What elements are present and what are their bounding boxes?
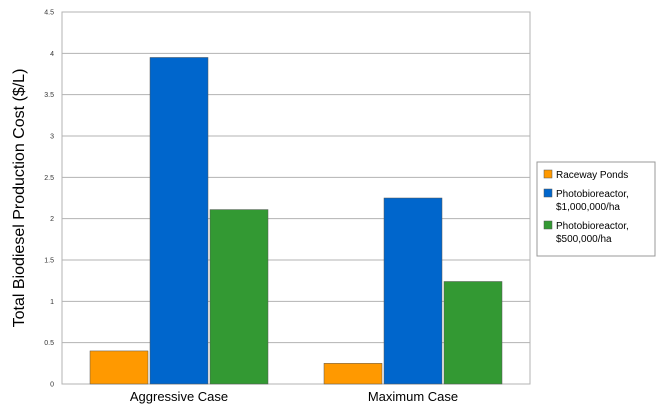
legend-swatch: [543, 169, 553, 179]
bar: [443, 281, 503, 385]
legend-label: $500,000/ha: [556, 234, 612, 245]
y-tick-label: 1.5: [44, 258, 54, 265]
legend-label: $1,000,000/ha: [556, 202, 620, 213]
y-tick-label: 1: [50, 299, 54, 306]
x-axis-categories: Aggressive Case Maximum Case: [130, 389, 458, 404]
legend-label: Photobioreactor,: [556, 189, 629, 200]
bars: [89, 57, 503, 385]
bar: [149, 57, 209, 385]
bar: [89, 350, 149, 385]
y-tick-label: 2.5: [44, 175, 54, 182]
legend-swatch: [543, 188, 553, 198]
y-axis-ticks: 0 0.5 1 1.5 2 2.5 3 3.5 4 4.5: [44, 10, 54, 389]
y-tick-label: 3.5: [44, 92, 54, 99]
y-tick-label: 2: [50, 216, 54, 223]
legend: Raceway Ponds Photobioreactor, $1,000,000/…: [536, 161, 656, 257]
legend-label: Photobioreactor,: [556, 221, 629, 232]
x-category-label: Maximum Case: [368, 389, 458, 404]
y-tick-label: 0: [50, 382, 54, 389]
y-tick-label: 4: [50, 51, 54, 58]
legend-box: [536, 161, 656, 257]
y-tick-label: 4.5: [44, 10, 54, 17]
legend-items: Raceway Ponds Photobioreactor, $1,000,000/…: [543, 169, 629, 245]
y-tick-label: 0.5: [44, 340, 54, 347]
legend-swatch: [543, 220, 553, 230]
x-category-label: Aggressive Case: [130, 389, 228, 404]
bar: [383, 197, 443, 385]
y-axis-label: Total Biodiesel Production Cost ($/L): [11, 69, 28, 328]
bar: [323, 363, 383, 385]
bar: [209, 209, 269, 385]
legend-label: Raceway Ponds: [556, 170, 628, 181]
y-tick-label: 3: [50, 134, 54, 141]
